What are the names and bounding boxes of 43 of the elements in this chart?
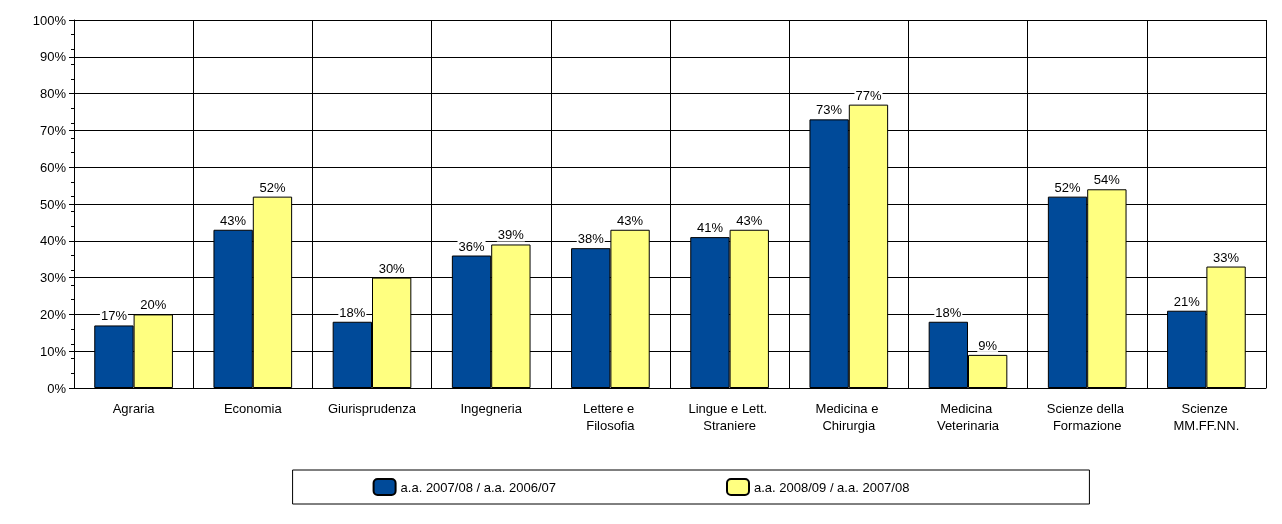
data-label: 52% — [259, 179, 286, 195]
data-label: 20% — [140, 297, 167, 313]
y-tick-label: 90% — [39, 49, 67, 65]
data-label: 41% — [696, 220, 724, 236]
legend-label: a.a. 2008/09 / a.a. 2007/08 — [754, 479, 910, 495]
x-tick-label: Lettere e Filosofia — [582, 401, 638, 433]
x-tick-label: Lingue e Lett. Straniere — [688, 401, 771, 433]
data-label: 77% — [855, 87, 882, 103]
data-label: 54% — [1093, 172, 1121, 188]
y-tick-label: 10% — [39, 343, 67, 359]
data-label: 17% — [100, 308, 128, 324]
data-label: 38% — [577, 231, 605, 247]
y-tick-label: 50% — [39, 196, 67, 212]
y-tick-label: 0% — [47, 380, 67, 396]
data-label: 43% — [736, 212, 763, 228]
y-tick-label: 70% — [39, 122, 67, 138]
data-label: 21% — [1173, 293, 1201, 309]
x-tick-label: Medicina Veterinaria — [936, 401, 1000, 433]
data-label: 36% — [458, 238, 485, 254]
data-label: 39% — [497, 227, 525, 243]
x-tick-label: Ingegneria — [460, 401, 523, 416]
data-label: 9% — [978, 337, 998, 353]
data-label: 18% — [935, 304, 962, 320]
x-tick-label: Medicina e Chirurgia — [815, 401, 883, 433]
data-label: 43% — [220, 212, 247, 228]
data-label: 73% — [816, 102, 843, 118]
y-tick-label: 40% — [39, 233, 67, 249]
x-tick-label: Scienze della Formazione — [1046, 401, 1128, 433]
y-tick-label: 20% — [39, 306, 67, 322]
y-tick-label: 80% — [39, 86, 67, 102]
x-tick-label: Giurisprudenza — [327, 401, 417, 416]
data-label: 43% — [617, 212, 644, 228]
data-label: 52% — [1054, 179, 1081, 195]
data-label: 33% — [1213, 249, 1240, 265]
data-label: 30% — [378, 260, 406, 276]
y-tick-label: 60% — [39, 159, 67, 175]
y-tick-label: 100% — [32, 12, 67, 28]
x-tick-label: Economia — [223, 401, 283, 416]
x-tick-label: Scienze MM.FF.NN. — [1173, 401, 1240, 433]
data-label: 18% — [339, 304, 366, 320]
y-tick-label: 30% — [39, 270, 67, 286]
x-tick-label: Agraria — [112, 401, 156, 416]
legend-label: a.a. 2007/08 / a.a. 2006/07 — [400, 479, 557, 495]
